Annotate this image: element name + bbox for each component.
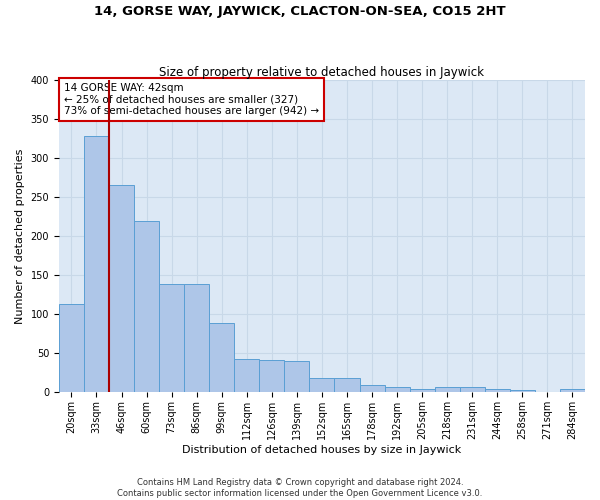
Bar [184,284,209,393]
Bar [334,378,359,392]
Bar [410,390,434,392]
Bar [485,390,510,392]
Text: Contains HM Land Registry data © Crown copyright and database right 2024.
Contai: Contains HM Land Registry data © Crown c… [118,478,482,498]
Bar [510,390,535,392]
Bar [284,361,310,392]
Bar [359,386,385,392]
Bar [134,221,159,392]
Bar [59,304,84,392]
X-axis label: Distribution of detached houses by size in Jaywick: Distribution of detached houses by size … [182,445,461,455]
Bar [460,387,485,392]
Text: 14 GORSE WAY: 42sqm
← 25% of detached houses are smaller (327)
73% of semi-detac: 14 GORSE WAY: 42sqm ← 25% of detached ho… [64,83,319,116]
Text: 14, GORSE WAY, JAYWICK, CLACTON-ON-SEA, CO15 2HT: 14, GORSE WAY, JAYWICK, CLACTON-ON-SEA, … [94,5,506,18]
Bar [234,359,259,392]
Y-axis label: Number of detached properties: Number of detached properties [15,148,25,324]
Bar [159,284,184,393]
Bar [560,390,585,392]
Bar [259,360,284,392]
Bar [310,378,334,392]
Bar [84,136,109,392]
Bar [209,323,234,392]
Title: Size of property relative to detached houses in Jaywick: Size of property relative to detached ho… [160,66,484,78]
Bar [434,387,460,392]
Bar [385,387,410,392]
Bar [109,185,134,392]
